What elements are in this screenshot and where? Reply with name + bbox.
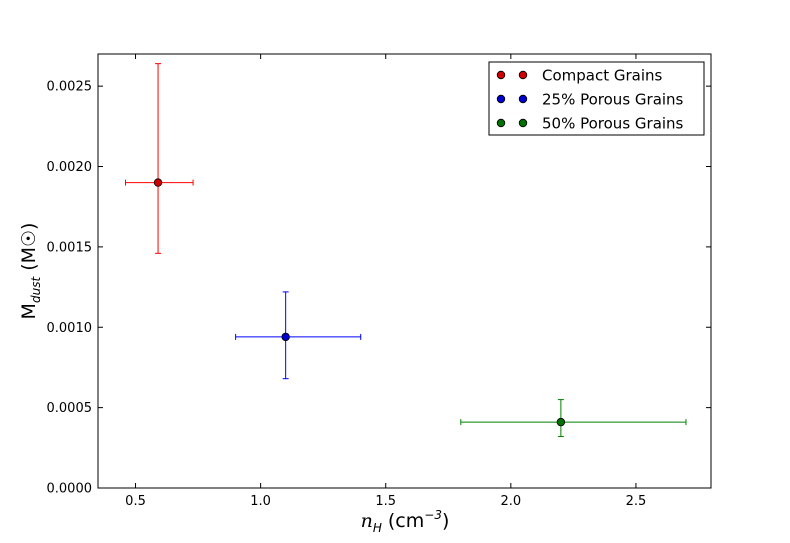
y-tick-label: 0.0020 [47, 160, 93, 175]
ticks: 0.5 1.0 1.5 2.0 2.5 0.0000 0.0005 0.0010 0.0015 0… [47, 54, 711, 509]
legend-label: Compact Grains [542, 67, 663, 85]
axes [97, 53, 712, 489]
legend-marker [518, 70, 528, 80]
legend-label: 50% Porous Grains [542, 115, 684, 133]
x-tick-label: 1.0 [250, 494, 271, 509]
legend: Compact Grains 25% Porous Grains 50% Porou… [488, 61, 705, 136]
series-2 [235, 291, 362, 380]
legend-item: 50% Porous Grains [496, 115, 684, 133]
x-tick-label: 2.0 [500, 494, 521, 509]
legend-label: 25% Porous Grains [542, 91, 684, 109]
legend-item: Compact Grains [496, 67, 663, 85]
y-axis-label: Mdust (M☉) [18, 223, 43, 320]
legend-marker [518, 94, 528, 104]
x-tick-label: 1.5 [375, 494, 396, 509]
data-point [153, 178, 163, 187]
y-tick-label: 0.0000 [47, 482, 93, 497]
legend-item: 25% Porous Grains [496, 91, 684, 109]
legend-marker [496, 94, 506, 104]
legend-marker [496, 118, 506, 128]
y-tick-label: 0.0010 [47, 321, 93, 336]
x-axis-label: nH (cm−3) [361, 508, 450, 535]
series-1 [125, 63, 194, 254]
x-tick-label: 0.5 [125, 494, 146, 509]
y-tick-label: 0.0005 [47, 401, 93, 416]
legend-marker [496, 70, 506, 80]
data-point [281, 332, 290, 342]
axes-frame [97, 53, 712, 489]
series-3 [460, 399, 687, 438]
y-tick-label: 0.0025 [47, 80, 93, 95]
plot-area [125, 63, 687, 438]
data-point [556, 417, 566, 427]
y-tick-label: 0.0015 [47, 240, 93, 255]
x-tick-label: 2.5 [626, 494, 647, 509]
legend-marker [518, 118, 528, 128]
